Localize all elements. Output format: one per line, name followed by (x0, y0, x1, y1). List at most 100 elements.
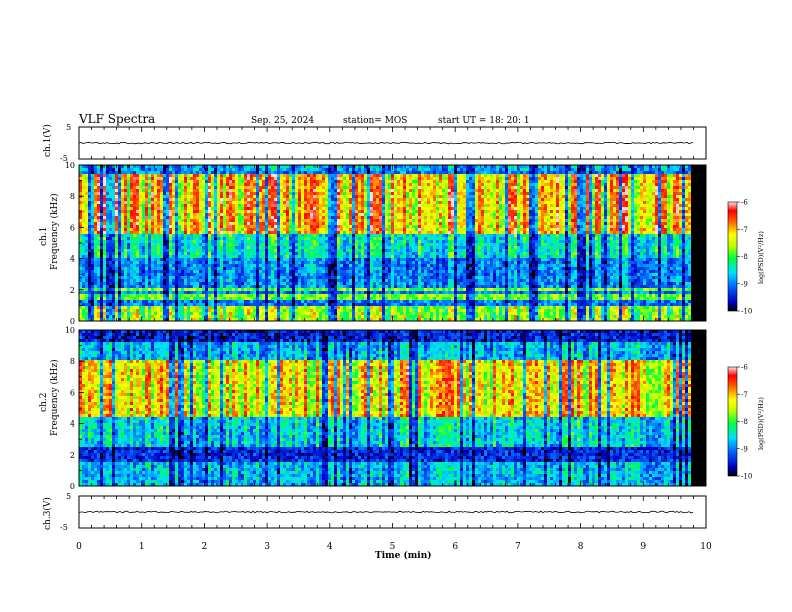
spectrogram-cell (109, 171, 112, 174)
spectrogram-cell (160, 195, 163, 198)
spectrogram-cell (334, 243, 337, 246)
spectrogram-cell (190, 183, 193, 186)
spectrogram-cell (346, 195, 349, 198)
spectrogram-cell (238, 282, 241, 285)
spectrogram-cell (79, 264, 82, 267)
spectrogram-cell (256, 309, 259, 312)
spectrogram-cell (283, 195, 286, 198)
spectrogram-cell (103, 261, 106, 264)
spectrogram-cell (259, 201, 262, 204)
spectrogram-cell (274, 291, 277, 294)
spectrogram-cell (355, 309, 358, 312)
spectrogram-cell (160, 222, 163, 225)
spectrogram-cell (340, 303, 343, 306)
spectrogram-cell (280, 216, 283, 219)
spectrogram-cell (244, 264, 247, 267)
spectrogram-cell (139, 291, 142, 294)
spectrogram-cell (148, 282, 151, 285)
spectrogram-cell (154, 225, 157, 228)
spectrogram-cell (235, 207, 238, 210)
spectrogram-cell (124, 279, 127, 282)
spectrogram-cell (343, 267, 346, 270)
spectrogram-cell (292, 222, 295, 225)
spectrogram-cell (97, 171, 100, 174)
spectrogram-cell (169, 192, 172, 195)
spectrogram-cell (238, 297, 241, 300)
spectrogram-cell (169, 279, 172, 282)
spectrogram-cell (193, 270, 196, 273)
spectrogram-cell (130, 243, 133, 246)
spectrogram-cell (208, 243, 211, 246)
spectrogram-cell (316, 225, 319, 228)
spectrogram-cell (277, 240, 280, 243)
spectrogram-cell (277, 174, 280, 177)
spectrogram-cell (298, 207, 301, 210)
spectrogram-cell (184, 318, 187, 321)
spectrogram-cell (349, 210, 352, 213)
spectrogram-cell (283, 303, 286, 306)
spectrogram-cell (310, 174, 313, 177)
spectrogram-cell (262, 318, 265, 321)
spectrogram-cell (352, 309, 355, 312)
spectrogram-cell (232, 168, 235, 171)
spectrogram-cell (112, 288, 115, 291)
spectrogram-cell (298, 297, 301, 300)
spectrogram-cell (148, 219, 151, 222)
spectrogram-cell (247, 312, 250, 315)
spectrogram-cell (340, 201, 343, 204)
spectrogram-cell (331, 270, 334, 273)
spectrogram-cell (118, 306, 121, 309)
spectrogram-cell (307, 309, 310, 312)
spectrogram-cell (124, 297, 127, 300)
spectrogram-cell (274, 222, 277, 225)
spectrogram-cell (238, 267, 241, 270)
spectrogram-cell (172, 186, 175, 189)
spectrogram-cell (220, 219, 223, 222)
spectrogram-cell (319, 195, 322, 198)
spectrogram-cell (307, 234, 310, 237)
spectrogram-cell (328, 303, 331, 306)
spectrogram-cell (97, 258, 100, 261)
spectrogram-cell (235, 195, 238, 198)
spectrogram-cell (286, 219, 289, 222)
spectrogram-cell (109, 234, 112, 237)
spectrogram-cell (331, 225, 334, 228)
spectrogram-cell (304, 180, 307, 183)
spectrogram-cell (352, 288, 355, 291)
spectrogram-cell (334, 258, 337, 261)
spectrogram-cell (127, 303, 130, 306)
spectrogram-cell (79, 204, 82, 207)
spectrogram-cell (145, 195, 148, 198)
spectrogram-cell (307, 180, 310, 183)
spectrogram-cell (280, 291, 283, 294)
spectrogram-cell (277, 312, 280, 315)
spectrogram-cell (352, 234, 355, 237)
spectrogram-cell (292, 165, 295, 168)
spectrogram-cell (340, 174, 343, 177)
spectrogram-cell (100, 255, 103, 258)
spectrogram-cell (142, 168, 145, 171)
spectrogram-cell (340, 186, 343, 189)
spectrogram-cell (136, 234, 139, 237)
spectrogram-cell (205, 267, 208, 270)
spectrogram-cell (355, 246, 358, 249)
spectrogram-cell (223, 246, 226, 249)
spectrogram-cell (337, 291, 340, 294)
spectrogram-cell (172, 237, 175, 240)
spectrogram-cell (292, 297, 295, 300)
spectrogram-cell (157, 183, 160, 186)
spectrogram-cell (223, 270, 226, 273)
spectrogram-cell (358, 174, 361, 177)
spectrogram-cell (130, 177, 133, 180)
spectrogram-cell (274, 294, 277, 297)
spectrogram-cell (121, 222, 124, 225)
spectrogram-cell (97, 222, 100, 225)
spectrogram-cell (214, 249, 217, 252)
spectrogram-cell (175, 306, 178, 309)
spectrogram-cell (190, 303, 193, 306)
spectrogram-cell (205, 183, 208, 186)
spectrogram-cell (208, 258, 211, 261)
spectrogram-cell (124, 186, 127, 189)
spectrogram-cell (289, 165, 292, 168)
spectrogram-cell (193, 216, 196, 219)
